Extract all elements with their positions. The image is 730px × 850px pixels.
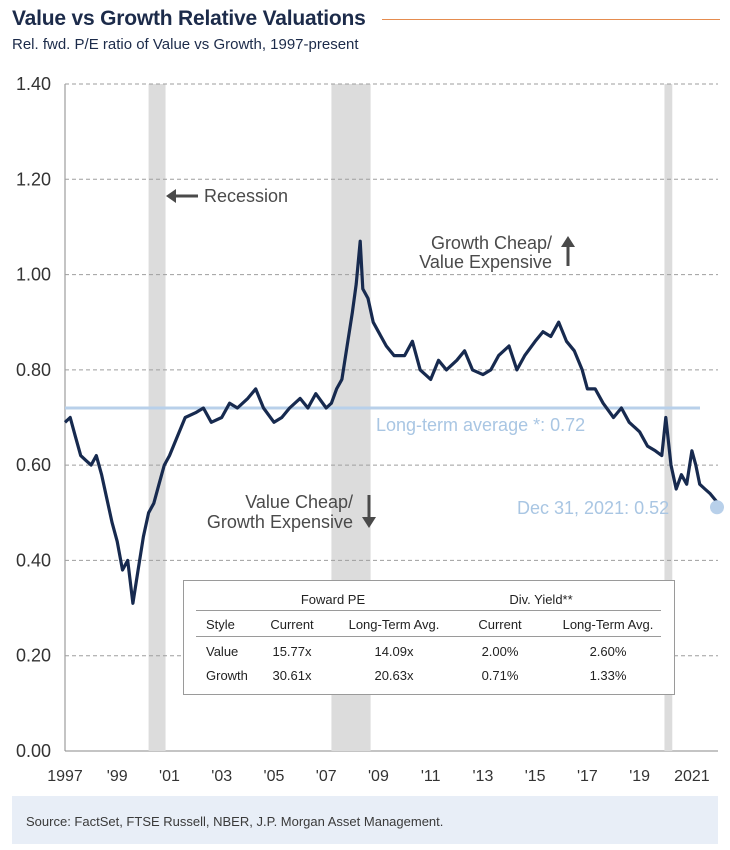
value-cheap-line1: Value Cheap/	[245, 492, 353, 512]
growth-cheap-line2: Value Expensive	[419, 252, 552, 272]
title-rule	[382, 19, 720, 20]
growth-cheap-line1: Growth Cheap/	[431, 233, 552, 253]
table-cell-value-pe-avg: 14.09x	[374, 644, 414, 659]
table-cell-growth-pe-current: 30.61x	[272, 668, 312, 683]
x-tick-label: '01	[159, 768, 180, 785]
x-tick-labels: 1997 '99 '01 '03 '05 '07 '09 '11 '13 '15 '17 '19 202…	[47, 768, 710, 785]
y-tick-label: 0.80	[16, 360, 51, 380]
recession-annotation: Recession	[166, 186, 288, 206]
recession-band-2	[664, 84, 673, 751]
table-cell-growth-dy-current: 0.71%	[481, 668, 519, 683]
x-tick-label: '99	[107, 768, 128, 785]
left-arrow-icon	[166, 189, 176, 203]
x-tick-label: '07	[316, 768, 337, 785]
x-tick-label: '15	[525, 768, 546, 785]
value-cheap-line2: Growth Expensive	[207, 512, 353, 532]
x-tick-label: '05	[264, 768, 285, 785]
table-cell-value-pe-current: 15.77x	[272, 644, 312, 659]
col-header-pe-current: Current	[270, 617, 314, 632]
source-text: Source: FactSet, FTSE Russell, NBER, J.P…	[26, 814, 444, 829]
source-footer: Source: FactSet, FTSE Russell, NBER, J.P…	[12, 796, 718, 844]
y-tick-label: 0.60	[16, 455, 51, 475]
recession-band-0	[148, 84, 166, 751]
average-label: Long-term average *: 0.72	[376, 415, 585, 435]
col-header-dy-current: Current	[478, 617, 522, 632]
y-tick-label: 0.20	[16, 646, 51, 666]
y-tick-label: 1.20	[16, 169, 51, 189]
table-cell-growth-style: Growth	[206, 668, 248, 683]
x-tick-label: '17	[577, 768, 598, 785]
group-header-div-yield: Div. Yield**	[509, 592, 573, 607]
table-rule-top	[196, 610, 661, 611]
table-cell-growth-pe-avg: 20.63x	[374, 668, 414, 683]
y-tick-labels: 0.00 0.20 0.40 0.60 0.80 1.00 1.20 1.40	[16, 74, 51, 761]
x-tick-label: '09	[368, 768, 389, 785]
table-cell-value-style: Value	[206, 644, 239, 659]
y-tick-label: 1.00	[16, 265, 51, 285]
col-header-style: Style	[206, 617, 235, 632]
down-arrow-icon	[362, 517, 376, 528]
recession-label: Recession	[204, 186, 288, 206]
table-cell-value-dy-avg: 2.60%	[589, 644, 627, 659]
x-tick-label: 1997	[47, 768, 83, 785]
table-cell-growth-dy-avg: 1.33%	[589, 668, 627, 683]
valuation-table: Foward PE Div. Yield** Style Current Lon…	[183, 580, 675, 695]
x-tick-label: '13	[472, 768, 493, 785]
up-arrow-icon	[561, 236, 575, 247]
gridlines	[65, 83, 718, 657]
x-tick-label: '03	[211, 768, 232, 785]
col-header-dy-avg: Long-Term Avg.	[562, 617, 654, 632]
growth-cheap-annotation: Growth Cheap/ Value Expensive	[419, 233, 575, 272]
table-rule-mid	[196, 636, 661, 637]
endpoint-marker	[710, 500, 724, 515]
x-tick-label: 2021	[674, 768, 710, 785]
series-line	[63, 239, 720, 605]
x-tick-label: '11	[421, 768, 441, 785]
y-tick-label: 1.40	[16, 74, 51, 94]
table-cell-value-dy-current: 2.00%	[481, 644, 519, 659]
y-tick-label: 0.00	[16, 741, 51, 761]
y-tick-label: 0.40	[16, 550, 51, 570]
x-tick-label: '19	[629, 768, 650, 785]
chart-subtitle: Rel. fwd. P/E ratio of Value vs Growth, …	[12, 36, 359, 53]
group-header-forward-pe: Foward PE	[300, 592, 366, 607]
col-header-pe-avg: Long-Term Avg.	[348, 617, 440, 632]
endpoint-label: Dec 31, 2021: 0.52	[517, 498, 669, 518]
value-cheap-annotation: Value Cheap/ Growth Expensive	[207, 492, 376, 532]
chart-title: Value vs Growth Relative Valuations	[12, 7, 366, 30]
